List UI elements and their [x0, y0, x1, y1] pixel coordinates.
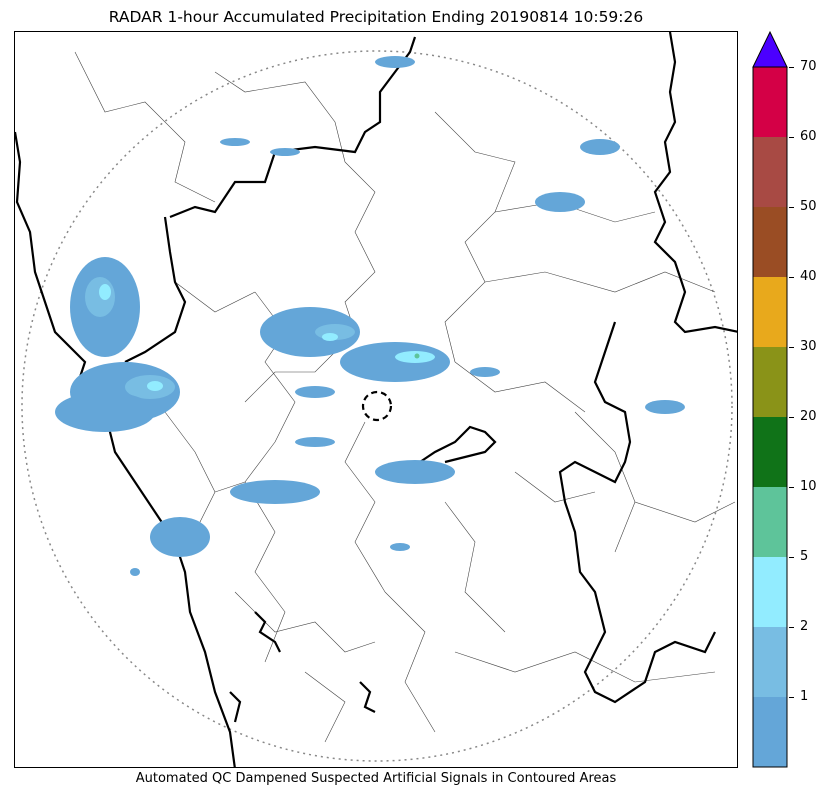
state-boundaries	[15, 32, 737, 767]
colorbar-bin	[753, 487, 787, 557]
colorbar-tick-label: 20	[800, 409, 817, 424]
colorbar-tick	[789, 277, 794, 278]
precipitation-echoes	[55, 56, 685, 576]
precipitation-colorbar	[752, 30, 788, 768]
colorbar-bin	[753, 697, 787, 767]
colorbar-tick	[789, 137, 794, 138]
radar-map-canvas	[15, 32, 737, 767]
qc-footnote: Automated QC Dampened Suspected Artifici…	[135, 771, 617, 786]
colorbar-tick	[789, 487, 794, 488]
colorbar-tick-label: 30	[800, 339, 817, 354]
colorbar-tick-label: 60	[800, 129, 817, 144]
colorbar-bin	[753, 67, 787, 137]
colorbar-bin	[753, 417, 787, 487]
colorbar-tick	[789, 627, 794, 628]
colorbar-tick-label: 40	[800, 269, 817, 284]
colorbar-bin	[753, 137, 787, 207]
radar-map[interactable]	[14, 31, 738, 768]
colorbar-tick	[789, 347, 794, 348]
colorbar-tick	[789, 417, 794, 418]
radar-range-ring	[21, 50, 733, 762]
qc-contour-area	[361, 390, 393, 422]
colorbar-tick	[789, 697, 794, 698]
colorbar-tick-label: 70	[800, 59, 817, 74]
colorbar-tick-label: 5	[800, 549, 809, 564]
colorbar-bin	[753, 277, 787, 347]
colorbar-tick	[789, 557, 794, 558]
colorbar-bin	[753, 557, 787, 627]
district-boundaries	[74, 51, 736, 743]
colorbar-tick-label: 1	[800, 689, 809, 704]
colorbar-bin	[753, 627, 787, 697]
map-title: RADAR 1-hour Accumulated Precipitation E…	[108, 8, 644, 26]
colorbar-bin	[753, 347, 787, 417]
colorbar-tick	[789, 67, 794, 68]
colorbar-extend-arrow	[752, 30, 788, 68]
colorbar-tick-label: 10	[800, 479, 817, 494]
colorbar-tick	[789, 207, 794, 208]
colorbar-bin	[753, 207, 787, 277]
colorbar-tick-label: 2	[800, 619, 809, 634]
colorbar-tick-label: 50	[800, 199, 817, 214]
